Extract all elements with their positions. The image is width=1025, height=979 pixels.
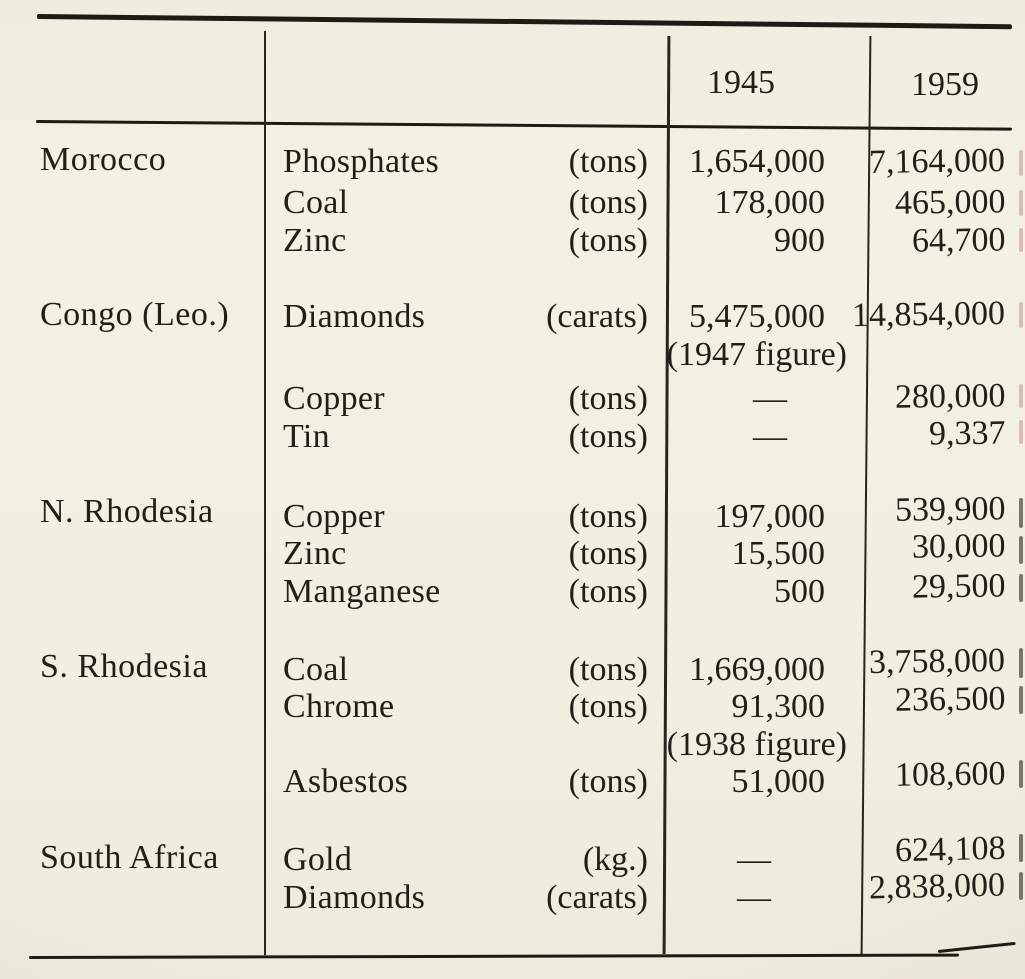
- page-edge-mark: [1019, 574, 1023, 602]
- page-edge-mark: [1019, 384, 1023, 408]
- mineral-label: Asbestos: [283, 763, 409, 800]
- unit-label: (tons): [568, 498, 648, 535]
- value-1959: 465,000: [894, 183, 1006, 222]
- value-1959: 108,600: [894, 755, 1006, 794]
- value-note-1945: (1947 figure): [666, 336, 847, 373]
- country-label: Congo (Leo.): [40, 296, 230, 333]
- unit-label: (tons): [568, 418, 648, 455]
- value-1959: 624,108: [894, 829, 1006, 870]
- unit-label: (carats): [546, 298, 648, 335]
- unit-label: (tons): [568, 535, 648, 572]
- country-label: S. Rhodesia: [40, 648, 208, 685]
- country-label: South Africa: [40, 839, 219, 876]
- unit-label: (tons): [568, 184, 648, 221]
- mineral-label: Diamonds: [283, 298, 426, 335]
- value-1945: 5,475,000: [689, 298, 825, 335]
- column-divider-country: [264, 31, 266, 955]
- mineral-label: Zinc: [283, 222, 347, 259]
- value-1945: 197,000: [714, 498, 826, 535]
- unit-label: (tons): [568, 380, 648, 417]
- page-edge-mark: [1019, 190, 1023, 216]
- unit-label: (tons): [568, 573, 648, 610]
- page-edge-mark: [1019, 686, 1023, 714]
- mineral-label: Zinc: [283, 535, 347, 572]
- value-1945: 15,500: [731, 535, 826, 572]
- value-1959: 64,700: [911, 221, 1006, 260]
- value-1959: 9,337: [928, 414, 1006, 453]
- value-1945: 1,669,000: [689, 651, 825, 688]
- value-1959: 2,838,000: [868, 866, 1006, 907]
- country-label: N. Rhodesia: [40, 493, 214, 530]
- mineral-label: Chrome: [283, 688, 395, 725]
- page-edge-mark: [1019, 648, 1023, 678]
- table-top-rule: [36, 14, 1012, 30]
- unit-label: (tons): [568, 222, 648, 259]
- value-1945-dash: —: [737, 879, 771, 916]
- mineral-label: Gold: [283, 841, 353, 878]
- mineral-label: Coal: [283, 651, 349, 688]
- column-divider-1945: [662, 35, 671, 955]
- year-header-1959: 1959: [911, 66, 979, 103]
- value-1959: 30,000: [911, 527, 1006, 566]
- unit-label: (carats): [546, 879, 648, 916]
- value-1945: 178,000: [714, 184, 826, 221]
- page-edge-mark: [1019, 872, 1023, 900]
- value-1959: 236,500: [894, 680, 1006, 719]
- unit-label: (tons): [568, 143, 648, 180]
- page-edge-mark: [1019, 498, 1023, 528]
- unit-label: (tons): [568, 651, 648, 688]
- page-edge-mark: [1019, 760, 1023, 788]
- unit-label: (kg.): [582, 841, 648, 878]
- value-1959: 14,854,000: [851, 294, 1006, 335]
- year-header-1945: 1945: [707, 64, 775, 101]
- page-edge-mark: [1019, 228, 1023, 252]
- mineral-label: Tin: [283, 418, 330, 455]
- table-bottom-rule-curve: [937, 941, 1016, 953]
- page-edge-mark: [1019, 536, 1023, 564]
- value-1945: 1,654,000: [689, 143, 825, 180]
- mineral-label: Diamonds: [283, 879, 426, 916]
- unit-label: (tons): [568, 688, 648, 725]
- header-separator-rule: [35, 120, 1012, 131]
- value-1959: 280,000: [894, 377, 1006, 416]
- value-1945: 900: [774, 222, 825, 259]
- unit-label: (tons): [568, 763, 648, 800]
- value-1945-dash: —: [737, 841, 771, 878]
- value-1945-dash: —: [753, 418, 787, 455]
- country-label: Morocco: [40, 141, 167, 178]
- value-1959: 539,900: [894, 490, 1006, 529]
- value-1945: 51,000: [731, 763, 826, 800]
- value-1959: 3,758,000: [868, 642, 1006, 681]
- mineral-label: Copper: [283, 498, 385, 535]
- value-1945: 91,300: [731, 688, 826, 725]
- value-1945: 500: [774, 573, 825, 610]
- page-edge-mark: [1019, 150, 1023, 176]
- value-1945-dash: —: [753, 380, 787, 417]
- mineral-label: Manganese: [283, 573, 441, 610]
- value-note-1945: (1938 figure): [666, 726, 847, 763]
- value-1959: 7,164,000: [868, 142, 1006, 181]
- value-1959: 29,500: [911, 567, 1006, 606]
- mineral-label: Coal: [283, 184, 349, 221]
- table-bottom-rule: [28, 953, 960, 959]
- page-edge-mark: [1019, 834, 1023, 862]
- page-edge-mark: [1019, 302, 1023, 328]
- mineral-label: Phosphates: [283, 143, 439, 180]
- mineral-label: Copper: [283, 380, 385, 417]
- page-edge-mark: [1019, 420, 1023, 444]
